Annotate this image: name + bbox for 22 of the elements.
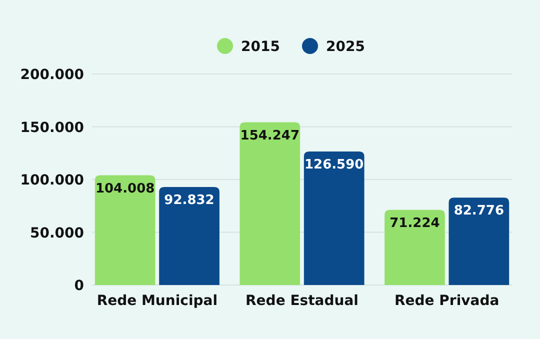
legend-label: 2025 [326,39,365,55]
data-label: 126.590 [304,157,364,172]
legend-label: 2015 [241,39,280,55]
y-tick-label: 200.000 [20,67,84,83]
bar [384,210,445,285]
x-tick-label: Rede Privada [394,293,500,309]
y-tick-label: 0 [74,278,84,294]
bar [94,175,156,285]
data-label: 154.247 [240,128,300,144]
x-tick-label: Rede Estadual [246,293,358,309]
data-label: 82.776 [454,204,504,219]
y-tick-label: 100.000 [20,172,84,188]
bar [304,151,364,285]
y-tick-label: 150.000 [20,120,84,136]
bar [159,187,220,285]
x-tick-label: Rede Municipal [96,293,218,309]
data-label: 92.832 [164,193,214,208]
y-tick-label: 50.000 [30,225,84,242]
data-label: 71.224 [390,216,440,231]
data-label: 104.008 [95,181,155,196]
bar [448,198,510,285]
bar [240,122,300,285]
